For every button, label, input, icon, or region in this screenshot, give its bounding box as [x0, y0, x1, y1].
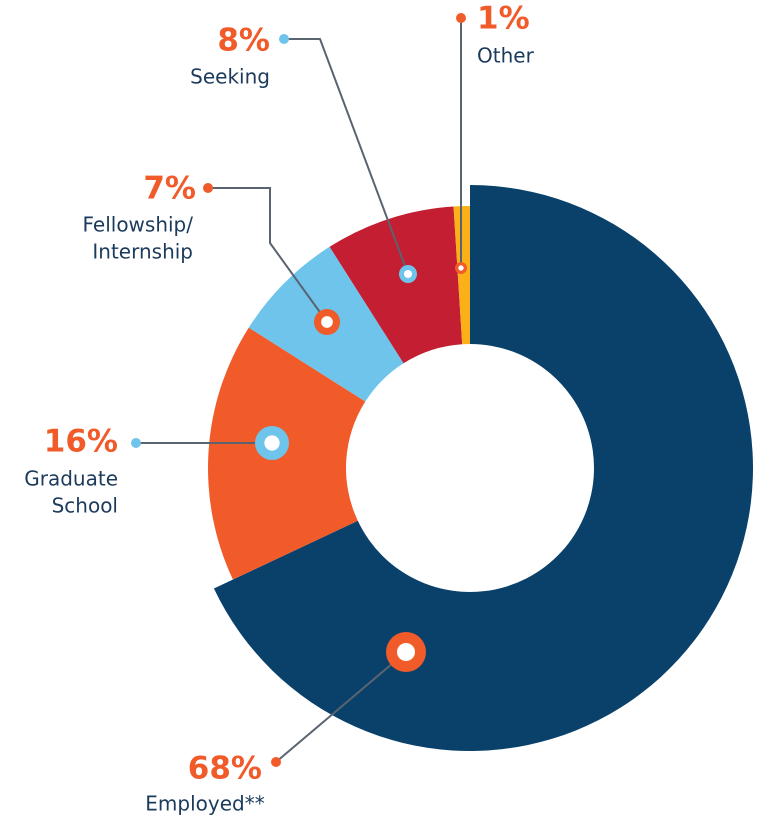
- category-label: Fellowship/: [82, 213, 193, 237]
- callout-ring-center: [458, 265, 464, 271]
- value-label: 16%: [44, 424, 118, 460]
- value-label: 8%: [217, 23, 270, 59]
- category-label: Other: [477, 44, 535, 68]
- value-label: 1%: [477, 1, 530, 37]
- category-label: Employed**: [145, 792, 264, 816]
- category-label: Seeking: [190, 65, 270, 89]
- value-label: 7%: [143, 171, 196, 207]
- category-label: Internship: [92, 240, 193, 264]
- donut-segment: [213, 185, 753, 751]
- leader-line: [284, 38, 409, 275]
- category-label: School: [52, 494, 118, 518]
- donut-segment: [329, 206, 463, 364]
- leader-line: [275, 651, 407, 763]
- category-label: Graduate: [24, 467, 118, 491]
- callout-ring-center: [403, 269, 413, 279]
- callout-ring-center: [264, 435, 280, 451]
- callout-ring-center: [321, 316, 333, 328]
- callout-ring-center: [397, 643, 415, 661]
- leader-dot: [279, 34, 289, 44]
- leader-dot: [456, 13, 466, 23]
- leader-dot: [271, 757, 281, 767]
- donut-segment: [207, 327, 366, 580]
- leader-line: [208, 187, 328, 323]
- donut-segment: [453, 206, 470, 345]
- leader-dot: [131, 438, 141, 448]
- leader-dot: [203, 183, 213, 193]
- value-label: 68%: [188, 751, 262, 787]
